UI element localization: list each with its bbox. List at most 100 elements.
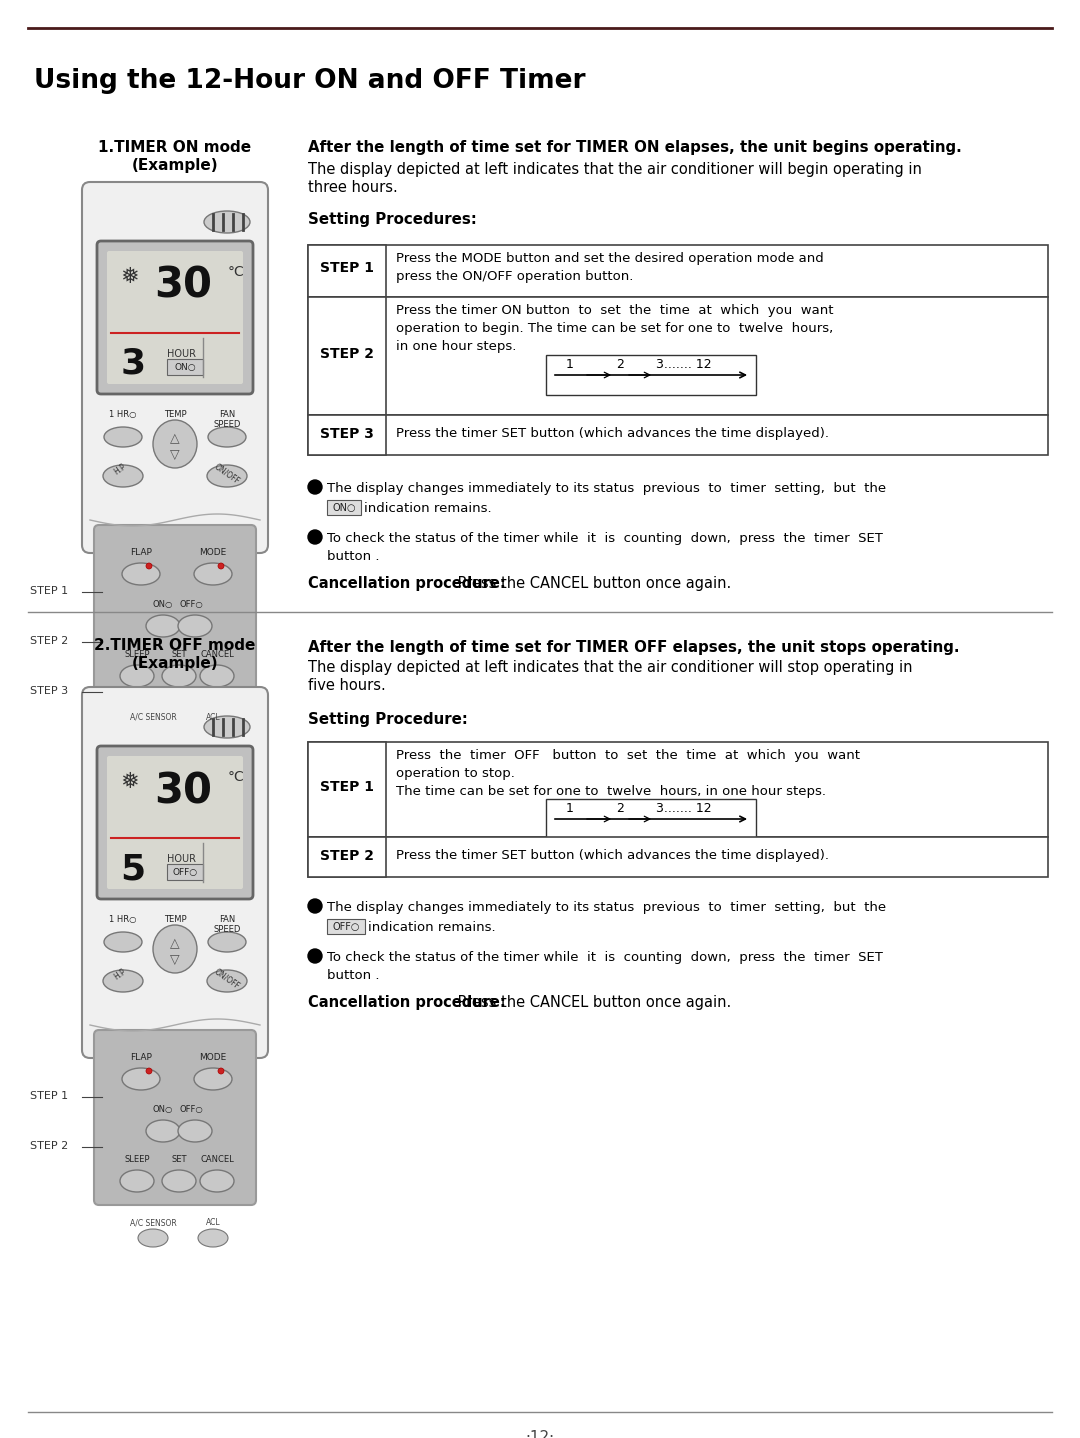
Text: After the length of time set for TIMER OFF elapses, the unit stops operating.: After the length of time set for TIMER O… xyxy=(308,640,959,654)
Text: STEP 1: STEP 1 xyxy=(320,262,374,275)
Text: press the ON/OFF operation button.: press the ON/OFF operation button. xyxy=(396,270,633,283)
Text: FLAP: FLAP xyxy=(130,548,152,557)
Text: indication remains.: indication remains. xyxy=(364,502,491,515)
Text: Press  the  timer  OFF   button  to  set  the  time  at  which  you  want: Press the timer OFF button to set the ti… xyxy=(396,749,860,762)
Text: 2: 2 xyxy=(616,358,624,371)
FancyBboxPatch shape xyxy=(107,756,243,889)
Ellipse shape xyxy=(207,971,247,992)
Text: ❅: ❅ xyxy=(121,267,139,288)
Ellipse shape xyxy=(198,723,228,742)
Text: ACL: ACL xyxy=(205,713,220,722)
Text: FAN
SPEED: FAN SPEED xyxy=(214,915,241,935)
Text: TEMP: TEMP xyxy=(164,410,187,418)
Ellipse shape xyxy=(178,1120,212,1142)
Ellipse shape xyxy=(153,925,197,974)
Bar xyxy=(308,244,386,298)
Bar xyxy=(308,837,1048,877)
Text: STEP 2: STEP 2 xyxy=(30,1140,68,1150)
Text: Press the CANCEL button once again.: Press the CANCEL button once again. xyxy=(453,995,731,1009)
Text: STEP 2: STEP 2 xyxy=(320,848,374,863)
Ellipse shape xyxy=(138,723,168,742)
Bar xyxy=(167,360,203,375)
Circle shape xyxy=(308,899,322,913)
Text: STEP 3: STEP 3 xyxy=(320,427,374,441)
Text: Press the timer ON button  to  set  the  time  at  which  you  want: Press the timer ON button to set the tim… xyxy=(396,303,834,316)
Ellipse shape xyxy=(208,932,246,952)
Text: ON○: ON○ xyxy=(152,600,173,610)
Ellipse shape xyxy=(153,420,197,467)
Text: 3....... 12: 3....... 12 xyxy=(656,802,712,815)
Ellipse shape xyxy=(194,1068,232,1090)
Ellipse shape xyxy=(120,664,154,687)
Text: SLEEP: SLEEP xyxy=(124,650,150,659)
FancyBboxPatch shape xyxy=(107,252,243,384)
Ellipse shape xyxy=(104,427,141,447)
Text: 3: 3 xyxy=(121,347,146,381)
Ellipse shape xyxy=(204,716,249,738)
Text: OFF○: OFF○ xyxy=(179,1104,203,1114)
Text: OFF○: OFF○ xyxy=(179,600,203,610)
Circle shape xyxy=(146,564,152,569)
Text: CANCEL: CANCEL xyxy=(200,650,234,659)
Ellipse shape xyxy=(194,564,232,585)
Ellipse shape xyxy=(146,1120,180,1142)
Text: STEP 3: STEP 3 xyxy=(30,686,68,696)
Text: Cancellation procedure:: Cancellation procedure: xyxy=(308,577,505,591)
Bar xyxy=(327,500,361,515)
Ellipse shape xyxy=(104,932,141,952)
Text: ACL: ACL xyxy=(205,1218,220,1227)
Text: Press the timer SET button (which advances the time displayed).: Press the timer SET button (which advanc… xyxy=(396,848,829,861)
Text: Using the 12-Hour ON and OFF Timer: Using the 12-Hour ON and OFF Timer xyxy=(33,68,585,93)
Text: °C: °C xyxy=(228,769,245,784)
Text: OFF○: OFF○ xyxy=(333,922,360,932)
Bar xyxy=(308,244,1048,298)
Bar xyxy=(308,298,386,416)
Bar xyxy=(308,416,386,454)
Ellipse shape xyxy=(198,1229,228,1247)
Text: (Example): (Example) xyxy=(132,158,218,173)
Ellipse shape xyxy=(138,1229,168,1247)
Text: (Example): (Example) xyxy=(132,656,218,672)
Text: STEP 1: STEP 1 xyxy=(30,1091,68,1102)
Text: FLAP: FLAP xyxy=(130,1053,152,1063)
Circle shape xyxy=(308,531,322,544)
Text: 1: 1 xyxy=(566,802,573,815)
Text: 1.TIMER ON mode: 1.TIMER ON mode xyxy=(98,139,252,155)
Bar xyxy=(546,355,756,395)
Text: STEP 1: STEP 1 xyxy=(30,587,68,595)
Bar xyxy=(308,298,1048,416)
Text: ON○: ON○ xyxy=(174,362,195,372)
Bar xyxy=(308,837,386,877)
Text: STEP 1: STEP 1 xyxy=(320,779,374,794)
Circle shape xyxy=(146,1068,152,1074)
Text: °C: °C xyxy=(228,265,245,279)
Ellipse shape xyxy=(120,1171,154,1192)
Text: MODE: MODE xyxy=(200,1053,227,1063)
Text: Press the MODE button and set the desired operation mode and: Press the MODE button and set the desire… xyxy=(396,252,824,265)
Bar xyxy=(308,742,1048,837)
Text: ·12·: ·12· xyxy=(526,1429,554,1438)
Text: 30: 30 xyxy=(154,769,212,812)
Bar xyxy=(546,800,756,838)
Text: △: △ xyxy=(171,938,179,951)
FancyBboxPatch shape xyxy=(97,242,253,394)
Text: The display depicted at left indicates that the air conditioner will stop operat: The display depicted at left indicates t… xyxy=(308,660,913,674)
Text: Cancellation procedure:: Cancellation procedure: xyxy=(308,995,505,1009)
Text: The time can be set for one to  twelve  hours, in one hour steps.: The time can be set for one to twelve ho… xyxy=(396,785,826,798)
Text: A/C SENSOR: A/C SENSOR xyxy=(130,713,176,722)
Ellipse shape xyxy=(122,1068,160,1090)
Text: HOUR: HOUR xyxy=(167,349,195,360)
Text: The display changes immediately to its status  previous  to  timer  setting,  bu: The display changes immediately to its s… xyxy=(327,482,886,495)
Text: three hours.: three hours. xyxy=(308,180,397,196)
Ellipse shape xyxy=(146,615,180,637)
Text: ❅: ❅ xyxy=(121,772,139,792)
Text: To check the status of the timer while  it  is  counting  down,  press  the  tim: To check the status of the timer while i… xyxy=(327,532,882,545)
Ellipse shape xyxy=(204,211,249,233)
Circle shape xyxy=(218,564,224,569)
Text: SLEEP: SLEEP xyxy=(124,1155,150,1163)
Text: 2.TIMER OFF mode: 2.TIMER OFF mode xyxy=(94,638,256,653)
Text: ON/OFF: ON/OFF xyxy=(213,966,242,991)
Text: ON○: ON○ xyxy=(333,503,355,513)
Text: MODE: MODE xyxy=(200,548,227,557)
Ellipse shape xyxy=(103,971,143,992)
